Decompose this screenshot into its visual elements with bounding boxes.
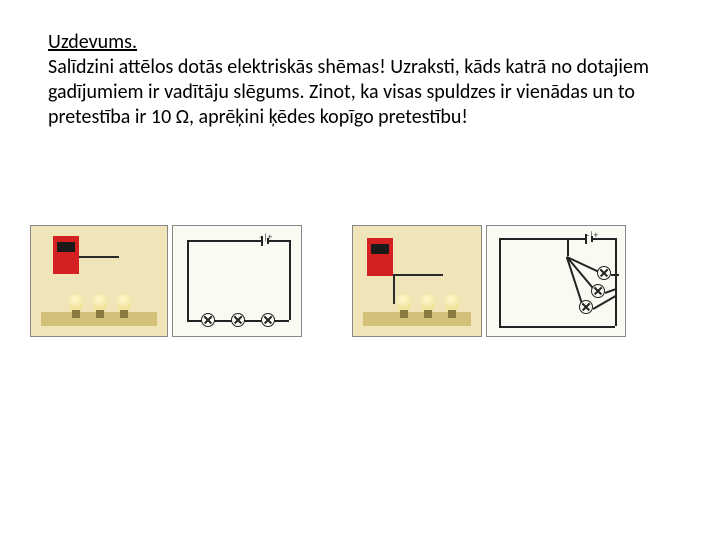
sch-wire	[593, 238, 615, 240]
sch-wire	[567, 238, 569, 256]
battery-icon	[53, 236, 79, 274]
battery-icon	[367, 238, 393, 276]
sch-wire	[499, 238, 585, 240]
sch-wire	[187, 240, 261, 242]
photo-parallel	[352, 225, 482, 337]
sch-wire	[289, 240, 291, 320]
schematic-series: −|+	[172, 225, 302, 337]
task-title: Uzdevums.	[48, 30, 137, 54]
bulb-symbol	[579, 300, 593, 314]
sch-battery	[585, 234, 587, 244]
sch-wire	[615, 238, 617, 326]
bulb-symbol	[231, 313, 245, 327]
bulb-icon	[421, 294, 435, 312]
sch-wire	[187, 240, 189, 320]
images-row: −|+ −|+	[30, 225, 690, 337]
bulb-icon	[93, 294, 107, 312]
wire	[79, 256, 119, 258]
sch-wire	[611, 274, 619, 276]
wire	[393, 274, 395, 304]
bulb-symbol	[591, 284, 605, 298]
bulb-symbol	[201, 313, 215, 327]
bulb-icon	[397, 294, 411, 312]
schematic-parallel: −|+	[486, 225, 626, 337]
bulb-icon	[445, 294, 459, 312]
bulb-symbol	[597, 266, 611, 280]
sch-wire	[269, 240, 289, 242]
pair-series: −|+	[30, 225, 302, 337]
sch-battery	[261, 236, 263, 246]
sch-wire	[499, 238, 501, 326]
sch-wire	[499, 326, 615, 328]
bulb-icon	[117, 294, 131, 312]
bulb-symbol	[261, 313, 275, 327]
pair-parallel: −|+	[352, 225, 626, 337]
task-text: Uzdevums. Salīdzini attēlos dotās elektr…	[48, 30, 668, 130]
bulb-icon	[69, 294, 83, 312]
photo-series	[30, 225, 168, 337]
task-body: Salīdzini attēlos dotās elektriskās shēm…	[48, 55, 649, 129]
wire	[393, 274, 443, 276]
